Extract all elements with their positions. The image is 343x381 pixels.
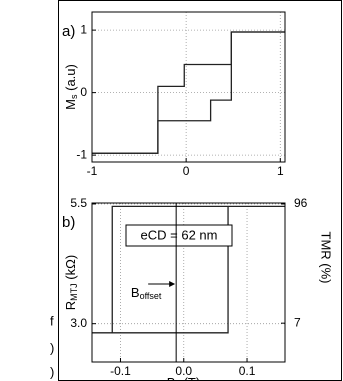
x-tick-label: 0 bbox=[183, 164, 190, 178]
panel-label: a) bbox=[62, 23, 75, 40]
axis-label: Ms (a.u) bbox=[63, 64, 79, 110]
label-rest: (a.u) bbox=[63, 64, 78, 94]
plot-frame bbox=[91, 202, 286, 363]
hysteresis-line bbox=[111, 205, 285, 333]
y-tick-label: 3.0 bbox=[70, 316, 87, 330]
label-sub: s bbox=[69, 94, 79, 99]
label-rest: (T) bbox=[180, 375, 200, 381]
plot-frame bbox=[91, 11, 286, 163]
axis-label: Boffset bbox=[131, 285, 162, 301]
arrow-head bbox=[169, 281, 176, 287]
x-tick-label: 0.0 bbox=[175, 364, 192, 378]
x-tick-label: -0.1 bbox=[110, 364, 131, 378]
annotation-box bbox=[125, 224, 233, 247]
label-main: B bbox=[131, 285, 140, 300]
axis-label: Bz (T) bbox=[167, 375, 200, 381]
cropped-text: ) bbox=[50, 364, 54, 379]
x-tick-label: -1 bbox=[87, 164, 98, 178]
label-main: B bbox=[167, 375, 176, 381]
label-main: R bbox=[63, 301, 78, 310]
cropped-text: f bbox=[50, 313, 54, 328]
label-main: M bbox=[63, 99, 78, 110]
y2-axis-label: TMR (%) bbox=[319, 232, 334, 284]
annotation: eCD = 62 nm bbox=[141, 227, 218, 242]
x-tick-label: 0.1 bbox=[239, 364, 256, 378]
y-tick-label: -1 bbox=[76, 147, 87, 161]
panel-label: b) bbox=[62, 214, 75, 231]
y-tick-label: 1 bbox=[80, 22, 87, 36]
y-tick-label: 5.5 bbox=[70, 196, 87, 210]
hysteresis-line bbox=[92, 31, 285, 154]
x-tick-label: 1 bbox=[277, 164, 284, 178]
label-sub: MTJ bbox=[69, 283, 79, 301]
label-sub: offset bbox=[140, 291, 162, 301]
y2-tick-label: 7 bbox=[294, 315, 301, 329]
cropped-text: ) bbox=[50, 340, 54, 355]
hysteresis-line bbox=[92, 206, 229, 334]
label-rest: (kΩ) bbox=[63, 255, 78, 284]
y-tick-label: 0 bbox=[80, 85, 87, 99]
y2-tick-label: 96 bbox=[294, 196, 308, 210]
axis-label: RMTJ (kΩ) bbox=[63, 255, 79, 310]
